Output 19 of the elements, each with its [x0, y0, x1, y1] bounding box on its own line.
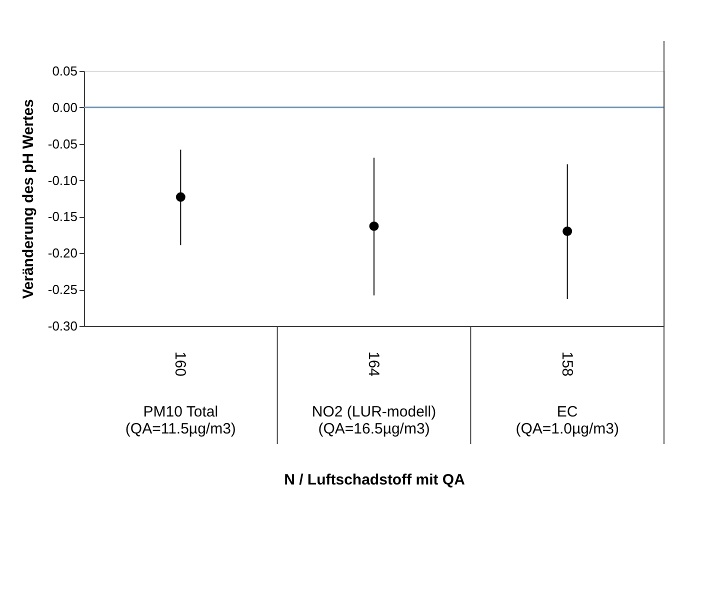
y-tick-label: 0.05	[52, 64, 78, 78]
y-tick-label: -0.05	[48, 136, 78, 152]
y-tick-label: -0.15	[48, 209, 78, 224]
text: 158	[558, 351, 576, 377]
point	[562, 226, 572, 236]
x-tick-label: EC (QA=1.0µg/m3)	[516, 404, 619, 438]
y-tick-label: -0.25	[48, 282, 78, 298]
y-tick-label: -0.10	[48, 172, 78, 188]
y-tick-label: 0.00	[52, 100, 78, 115]
x-axis-title: N / Luftschadstoff mit QA	[284, 472, 466, 488]
point	[369, 221, 379, 231]
text: 160	[172, 351, 189, 377]
x-tick-label: PM10 Total (QA=11.5µg/m3)	[125, 404, 236, 438]
y-tick-label: -0.20	[48, 246, 78, 261]
y-tick-label: -0.30	[48, 318, 78, 334]
text: 164	[365, 351, 382, 377]
y-axis-title: Veränderung des pH Wertes	[20, 99, 37, 299]
point	[176, 192, 186, 202]
x-tick-label: NO2 (LUR-modell) (QA=16.5µg/m3)	[312, 404, 436, 438]
